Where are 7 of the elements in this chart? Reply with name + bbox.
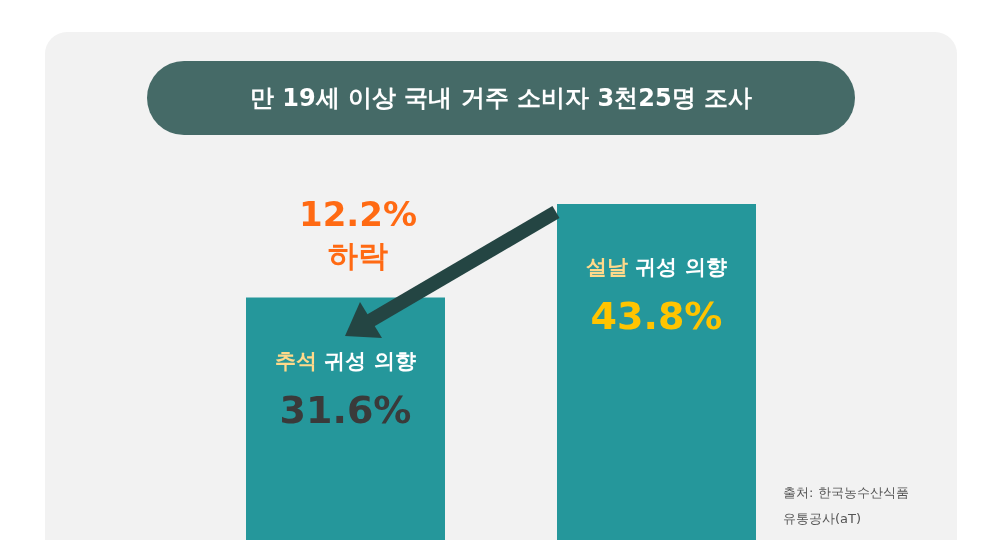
chart-title: 만 19세 이상 국내 거주 소비자 3천25명 조사	[147, 61, 855, 135]
x-tick-label: 설날 귀성 의향	[586, 255, 727, 279]
annotation: 출처: 한국농수산식품유통공사(aT)	[783, 485, 909, 526]
annotation: 12.2% 하락	[299, 194, 417, 273]
data-label: 43.8%	[590, 294, 723, 338]
data-label: 31.6%	[279, 387, 412, 432]
x-tick-label: 추석 귀성 의향	[275, 348, 416, 373]
